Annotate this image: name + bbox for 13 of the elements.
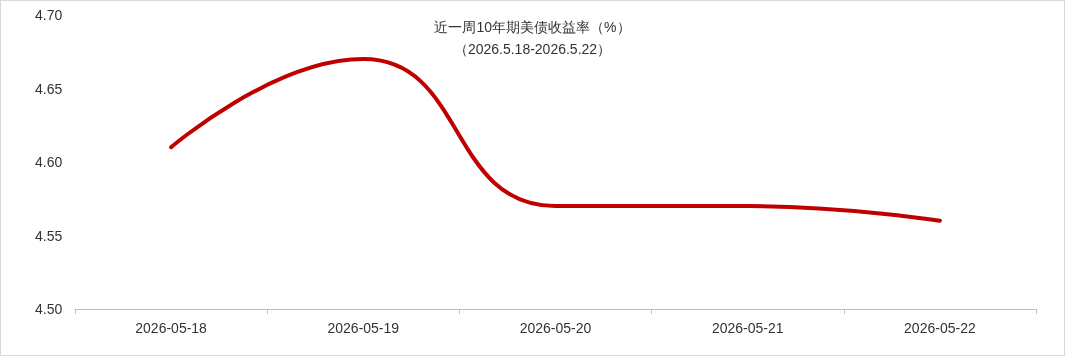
x-tick-label: 2026-05-18 bbox=[135, 320, 208, 336]
x-tick-label: 2026-05-19 bbox=[327, 320, 400, 336]
text: （2026.5.18-2026.5.22） bbox=[453, 41, 612, 57]
chart-title: 近一周10年期美债收益率（%） bbox=[434, 19, 631, 35]
y-tick-label: 4.50 bbox=[35, 301, 63, 317]
x-tick-label: 2026-05-22 bbox=[904, 320, 976, 336]
y-tick-label: 4.70 bbox=[35, 7, 63, 23]
x-tick-label: 2026-05-21 bbox=[711, 320, 784, 336]
y-tick-label: 4.55 bbox=[35, 227, 63, 244]
y-tick-label: 4.65 bbox=[35, 80, 63, 97]
line-series bbox=[169, 57, 942, 223]
y-tick-label: 4.60 bbox=[35, 154, 63, 170]
x-tick-label: 2026-05-20 bbox=[519, 320, 592, 336]
